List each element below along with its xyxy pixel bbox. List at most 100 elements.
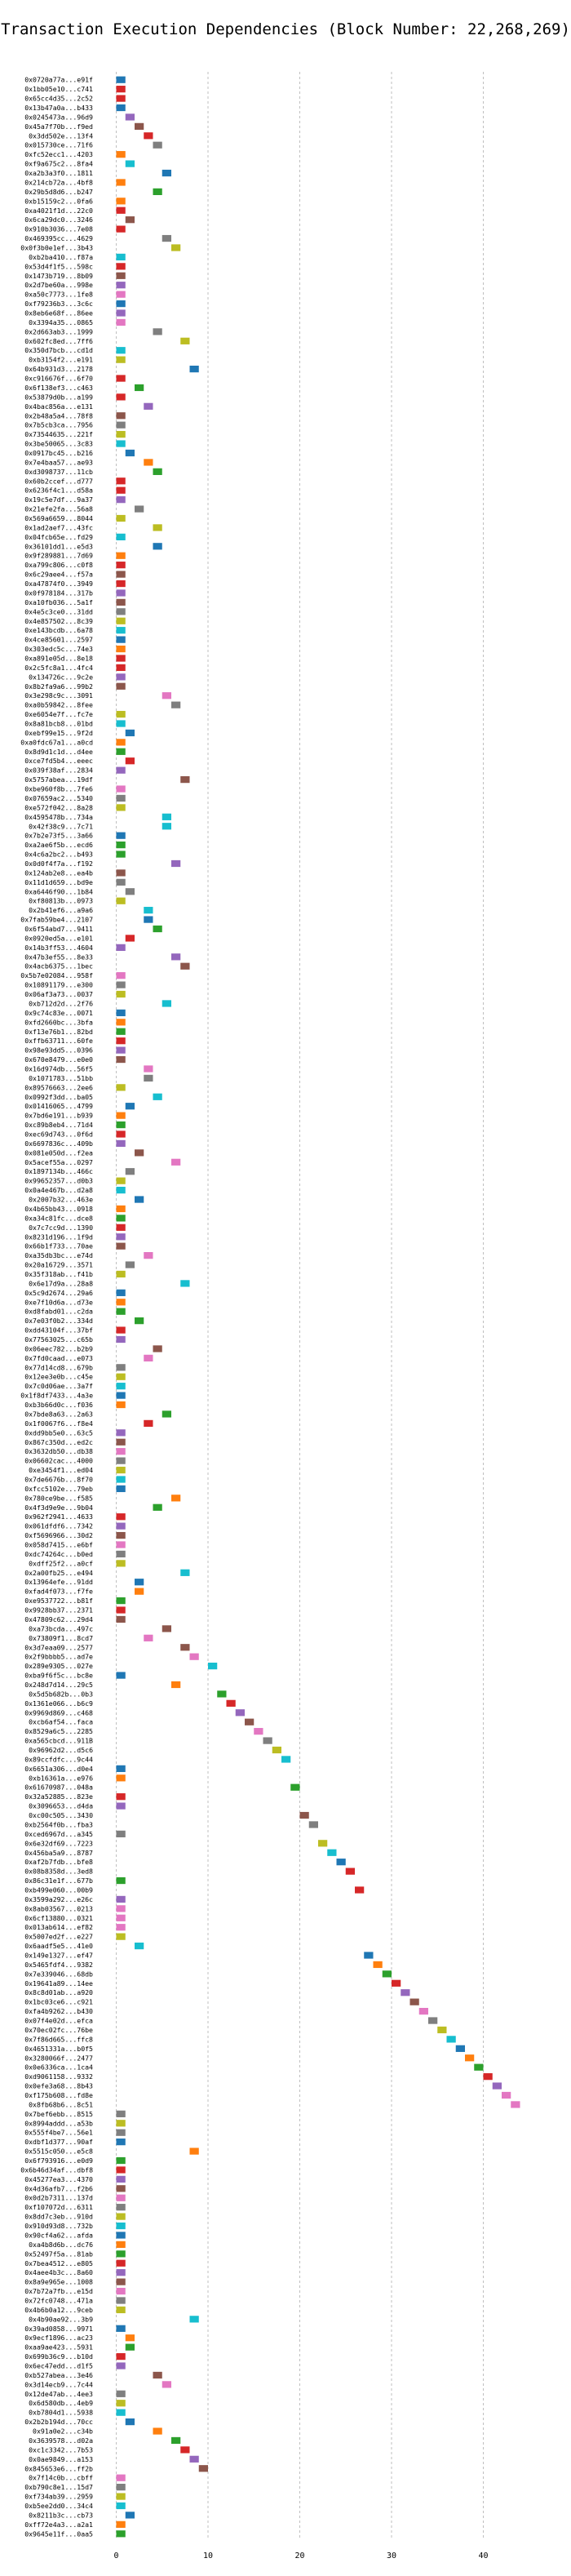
y-tick-label: 0x8231d196...1f9d [24, 1232, 93, 1241]
y-tick-label: 0x90cf4a62...afda [24, 2231, 93, 2239]
transaction-bar [144, 1252, 153, 1259]
y-tick-label: 0x058d7415...e6bf [24, 1541, 93, 1549]
transaction-bar [125, 113, 135, 121]
transaction-bar [116, 1299, 126, 1306]
transaction-bar [125, 729, 135, 737]
y-tick-label: 0x061dfdf6...7342 [24, 1522, 93, 1530]
transaction-bar [116, 720, 126, 727]
transaction-bar [116, 2400, 126, 2407]
transaction-bar [116, 580, 126, 588]
transaction-bar [116, 393, 126, 401]
transaction-bar [116, 496, 126, 504]
y-tick-label: 0x6236f4c1...d58a [24, 486, 93, 495]
transaction-bar [144, 402, 153, 410]
y-tick-label: 0x8eb6e68f...86ee [24, 309, 93, 318]
y-tick-label: 0x60b2ccef...d777 [24, 477, 93, 485]
transaction-bar [116, 1793, 126, 1801]
transaction-bar [492, 2082, 502, 2090]
bars-layer [116, 76, 520, 2538]
y-tick-label: 0xe9537722...b81f [24, 1597, 93, 1605]
y-tick-label: 0x96962d2...d5c6 [29, 1746, 93, 1754]
transaction-bar [153, 543, 162, 550]
transaction-bar [116, 2166, 126, 2174]
transaction-bar [208, 1663, 218, 1670]
y-tick-label: 0xc916676f...6f70 [24, 375, 93, 383]
transaction-bar [153, 1345, 162, 1352]
transaction-bar [116, 552, 126, 559]
y-tick-label: 0x2c5fc8a1...4fc4 [24, 664, 93, 672]
y-tick-label: 0x6f54abd7...9411 [24, 925, 93, 933]
transaction-bar [116, 1485, 126, 1493]
y-tick-label: 0x6651a306...d0e4 [24, 1765, 93, 1773]
y-tick-label: 0xe3454f1...ed04 [29, 1466, 93, 1474]
y-tick-label: 0x73809f1...8cd7 [29, 1634, 93, 1642]
transaction-bar [281, 1756, 291, 1763]
transaction-bar [290, 1783, 300, 1791]
transaction-bar [116, 2194, 126, 2201]
y-tick-label: 0x9c74c83e...0071 [24, 1009, 93, 1017]
x-tick-label: 30 [387, 2552, 396, 2560]
y-tick-label: 0xa47874f0...3949 [24, 580, 93, 588]
y-tick-label: 0x3d7eaa09...2577 [24, 1643, 93, 1651]
y-tick-label: 0x53d4f1f5...598c [24, 262, 93, 270]
transaction-bar [144, 1074, 153, 1082]
y-tick-label: 0x6aadf5e5...41e0 [24, 1942, 93, 1950]
transaction-bar [116, 608, 126, 615]
transaction-bar [116, 2110, 126, 2117]
transaction-bar [153, 1503, 162, 1511]
transaction-bar [125, 2334, 135, 2342]
y-tick-label: 0x8a9e965e...1008 [24, 2278, 93, 2286]
transaction-bar [116, 1924, 126, 1931]
y-tick-label: 0x8c8d01ab...a920 [24, 1988, 93, 1996]
y-tick-label: 0x42f38c9...7c71 [29, 822, 93, 830]
transaction-bar [180, 962, 190, 970]
y-tick-label: 0x3096653...d4da [29, 1802, 93, 1810]
transaction-bar [336, 1859, 346, 1866]
transaction-bar [116, 2204, 126, 2211]
y-tick-label: 0x4aee4b3c...8a60 [24, 2268, 93, 2276]
y-tick-label: 0x9ecf1896...ac23 [24, 2334, 93, 2342]
y-tick-label: 0x4c6a2bc2...b493 [24, 851, 93, 859]
transaction-bar [116, 318, 126, 326]
transaction-bar [116, 2185, 126, 2192]
transaction-bar [116, 2222, 126, 2230]
y-tick-label: 0x1bb05e10...c741 [24, 85, 93, 93]
y-tick-label: 0xa0fdc67a1...a0cd [20, 738, 93, 746]
y-tick-label: 0x77d14cd8...679b [24, 1363, 93, 1371]
y-tick-label: 0xffb63711...60fe [24, 1037, 93, 1045]
y-tick-label: 0x7bde8a63...2a63 [24, 1410, 93, 1418]
y-tick-label: 0x73544635...221f [24, 430, 93, 438]
y-tick-label: 0xa799c806...c0f8 [24, 561, 93, 569]
transaction-bar [382, 1970, 392, 1978]
y-tick-label: 0xbe960f8b...7fe6 [24, 785, 93, 793]
y-tick-label: 0x1897134b...466c [24, 1167, 93, 1175]
transaction-bar [116, 2493, 126, 2500]
y-tick-label: 0x4ce85601...2597 [24, 636, 93, 644]
transaction-bar [116, 645, 126, 653]
transaction-bar [125, 216, 135, 224]
y-tick-label: 0x5757abea...19df [24, 775, 93, 784]
transaction-bar [144, 1419, 153, 1428]
x-tick-label: 40 [478, 2552, 488, 2560]
transaction-bar [116, 2213, 126, 2220]
transaction-bar [116, 1177, 126, 1184]
y-tick-label: 0xebf99e15...9f2d [24, 729, 93, 737]
y-tick-label: 0xb3b66d0c...f036 [24, 1401, 93, 1409]
transaction-bar [116, 1224, 126, 1231]
transaction-bar [116, 1876, 126, 1885]
transaction-bar [116, 944, 126, 951]
transaction-bar [116, 1933, 126, 1940]
transaction-bar [116, 1802, 126, 1810]
y-tick-label: 0xa34c81fc...dce8 [24, 1214, 93, 1222]
transaction-bar [116, 198, 126, 205]
transaction-bar [226, 1699, 236, 1707]
transaction-bar [116, 627, 126, 634]
transaction-bar [116, 1037, 126, 1045]
y-tick-label: 0xb712d2d...2f76 [29, 999, 93, 1007]
transaction-bar [116, 1019, 126, 1026]
y-tick-label: 0xd8fabd01...c2da [24, 1308, 93, 1316]
y-tick-label: 0xb2ba410...f87a [29, 253, 93, 261]
transaction-bar [125, 160, 135, 167]
transaction-bar [116, 533, 126, 540]
y-tick-label: 0x7b5cb3ca...7956 [24, 421, 93, 429]
